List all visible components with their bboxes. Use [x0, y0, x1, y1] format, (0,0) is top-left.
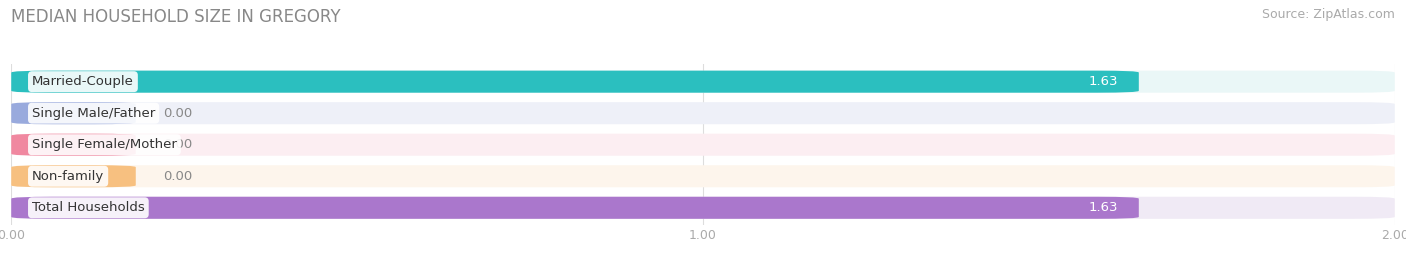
FancyBboxPatch shape	[11, 134, 136, 156]
FancyBboxPatch shape	[11, 71, 1395, 93]
Text: Single Female/Mother: Single Female/Mother	[32, 138, 177, 151]
FancyBboxPatch shape	[11, 197, 1395, 219]
Text: 1.63: 1.63	[1088, 201, 1118, 214]
Text: 1.63: 1.63	[1088, 75, 1118, 88]
FancyBboxPatch shape	[11, 197, 1139, 219]
Text: Total Households: Total Households	[32, 201, 145, 214]
Text: 0.00: 0.00	[163, 107, 193, 120]
Text: 0.00: 0.00	[163, 170, 193, 183]
Text: MEDIAN HOUSEHOLD SIZE IN GREGORY: MEDIAN HOUSEHOLD SIZE IN GREGORY	[11, 8, 340, 26]
FancyBboxPatch shape	[11, 102, 1395, 124]
Text: Source: ZipAtlas.com: Source: ZipAtlas.com	[1261, 8, 1395, 21]
FancyBboxPatch shape	[11, 71, 1139, 93]
Text: Single Male/Father: Single Male/Father	[32, 107, 155, 120]
FancyBboxPatch shape	[11, 165, 136, 187]
Text: Married-Couple: Married-Couple	[32, 75, 134, 88]
FancyBboxPatch shape	[11, 102, 136, 124]
FancyBboxPatch shape	[11, 134, 1395, 156]
Text: Non-family: Non-family	[32, 170, 104, 183]
FancyBboxPatch shape	[11, 165, 1395, 187]
Text: 0.00: 0.00	[163, 138, 193, 151]
